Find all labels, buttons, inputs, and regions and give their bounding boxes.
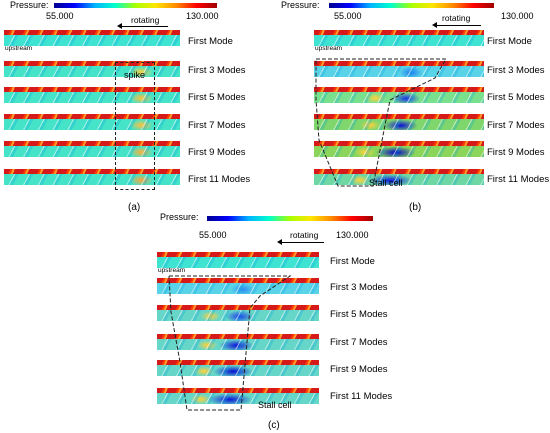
- upstream-label: upstream: [5, 45, 33, 52]
- colorbar-min-label: 55.000: [334, 11, 362, 21]
- pressure-field-strip: [157, 334, 319, 350]
- pressure-field-strip: [4, 61, 180, 77]
- colorbar-max-label: 130.000: [501, 11, 534, 21]
- pressure-field-strip: [4, 114, 180, 130]
- mode-label: First 3 Modes: [487, 65, 545, 76]
- pressure-field-strip: [157, 305, 319, 321]
- rotating-label: rotating: [131, 15, 160, 25]
- mode-label: First 9 Modes: [188, 147, 246, 158]
- stall-cell-annotation: Stall cell: [258, 400, 292, 410]
- panel-caption: (b): [409, 202, 422, 213]
- rotating-label: rotating: [442, 13, 471, 23]
- rotating-label: rotating: [290, 230, 319, 240]
- mode-label: First Mode: [330, 256, 375, 267]
- mode-label: First 11 Modes: [330, 391, 393, 402]
- mode-label: First Mode: [487, 36, 532, 47]
- mode-label: First 7 Modes: [330, 337, 388, 348]
- colorbar-min-label: 55.000: [199, 230, 227, 240]
- mode-label: First 3 Modes: [188, 65, 246, 76]
- stall-propagation-outline: [315, 58, 447, 187]
- pressure-field-strip: [4, 87, 180, 103]
- panel-a: Pressure: 55.000 130.000 rotating upstre…: [0, 0, 273, 215]
- panel-caption: (a): [128, 202, 141, 213]
- colorbar-title: Pressure:: [160, 212, 199, 222]
- colorbar-title: Pressure:: [10, 0, 49, 10]
- mode-label: First 3 Modes: [330, 282, 388, 293]
- pressure-field-strip: [157, 360, 319, 376]
- rotation-direction-arrow: [432, 22, 481, 28]
- spike-annotation: spike: [124, 70, 146, 80]
- pressure-field-strip: [4, 141, 180, 157]
- rotation-direction-arrow: [117, 23, 168, 29]
- spike-region-box: [115, 62, 155, 190]
- mode-label: First 9 Modes: [487, 147, 545, 158]
- pressure-colorbar: [207, 216, 373, 221]
- mode-label: First 5 Modes: [188, 92, 246, 103]
- panel-b: Pressure: 55.000 130.000 rotating upstre…: [275, 0, 550, 215]
- mode-label: First Mode: [188, 36, 233, 47]
- pressure-field-strip: [157, 252, 319, 268]
- colorbar-max-label: 130.000: [336, 230, 369, 240]
- pressure-field-strip: [157, 388, 319, 404]
- rotation-direction-arrow: [277, 239, 324, 245]
- mode-label: First 11 Modes: [188, 174, 251, 185]
- colorbar-min-label: 55.000: [46, 11, 74, 21]
- pressure-field-strip: [314, 87, 484, 103]
- upstream-label: upstream: [315, 45, 343, 52]
- dashed-outline: [168, 275, 292, 411]
- pressure-field-strip: [314, 114, 484, 130]
- panel-caption: (c): [268, 420, 280, 431]
- pressure-field-strip: [4, 169, 180, 185]
- mode-label: First 11 Modes: [487, 174, 550, 185]
- mode-label: First 9 Modes: [330, 364, 388, 375]
- pressure-field-strip: [314, 61, 484, 77]
- pressure-field-strip: [157, 278, 319, 294]
- mode-label: First 5 Modes: [487, 92, 545, 103]
- pressure-colorbar: [54, 3, 217, 8]
- mode-label: First 7 Modes: [487, 120, 545, 131]
- panel-c: Pressure: 55.000 130.000 rotating upstre…: [140, 212, 410, 433]
- dashed-outline: [315, 58, 447, 187]
- colorbar-max-label: 130.000: [186, 11, 219, 21]
- mode-label: First 7 Modes: [188, 120, 246, 131]
- stall-cell-annotation: Stall cell: [369, 178, 403, 188]
- colorbar-title: Pressure:: [281, 0, 320, 10]
- pressure-field-strip: [314, 141, 484, 157]
- stall-propagation-outline: [168, 275, 292, 411]
- pressure-field-strip: [4, 30, 180, 46]
- pressure-field-strip: [314, 169, 484, 185]
- pressure-field-strip: [314, 30, 484, 46]
- upstream-label: upstream: [158, 267, 186, 274]
- pressure-colorbar: [329, 3, 494, 8]
- mode-label: First 5 Modes: [330, 309, 388, 320]
